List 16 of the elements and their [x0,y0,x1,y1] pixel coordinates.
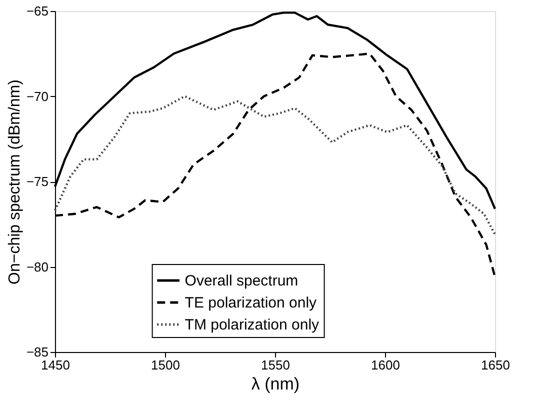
x-tick-label: 1500 [151,358,180,372]
y-tick-label: −85 [26,344,48,360]
y-axis-title: On−chip spectrum (dBm/nm) [6,80,24,284]
legend-label: TM polarization only [184,316,320,334]
x-tick-label: 1600 [371,358,400,372]
y-tick-label: −70 [26,88,48,104]
y-tick-label: −80 [26,259,48,274]
y-tick-label: −65 [26,4,48,18]
x-tick-label: 1550 [261,358,290,372]
line-series [54,95,496,236]
x-axis-title: λ (nm) [251,374,300,394]
x-tick-label: 1650 [481,358,510,372]
legend-label: TE polarization only [184,294,318,312]
legend-label: Overall spectrum [184,272,298,290]
y-tick-label: −75 [26,174,48,189]
x-tick-label: 1450 [41,358,70,372]
